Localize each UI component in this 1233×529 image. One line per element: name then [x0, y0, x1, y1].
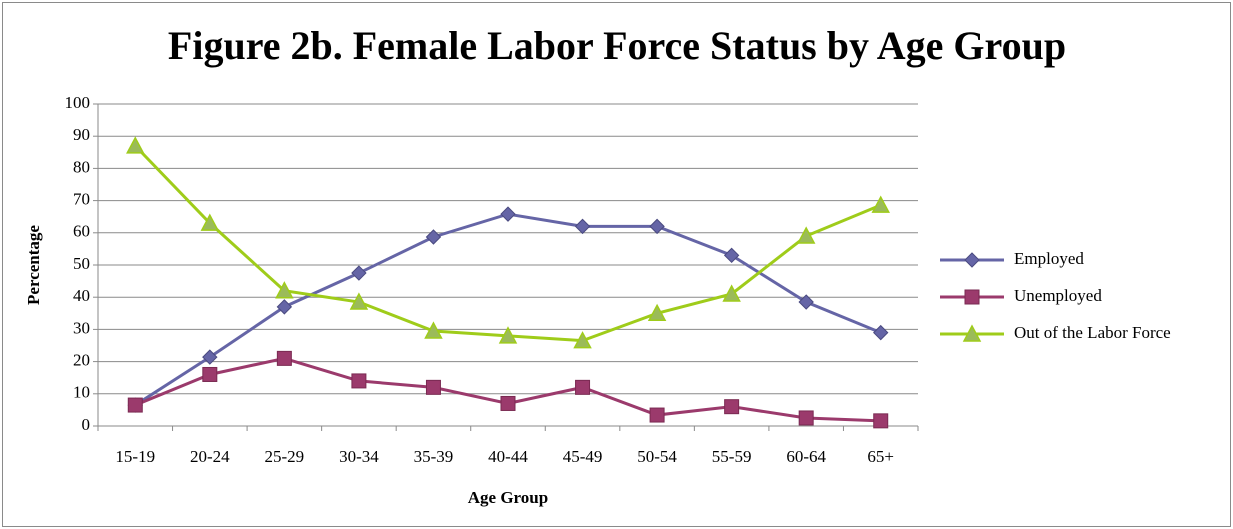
x-tick-label: 35-39	[414, 447, 454, 466]
y-tick-label: 80	[73, 157, 90, 176]
legend-marker	[962, 324, 982, 342]
x-tick-label: 30-34	[339, 447, 379, 466]
legend-label: Unemployed	[1014, 286, 1102, 305]
x-tick-label: 40-44	[488, 447, 528, 466]
legend-marker	[964, 252, 980, 268]
y-tick-label: 40	[73, 286, 90, 305]
marker	[500, 395, 516, 411]
marker	[126, 136, 145, 154]
marker	[647, 303, 667, 322]
marker	[200, 213, 220, 231]
x-tick-label: 20-24	[190, 447, 230, 466]
marker	[425, 229, 442, 245]
x-tick-label: 65+	[867, 447, 894, 466]
marker	[575, 379, 591, 395]
x-tick-label: 55-59	[712, 447, 752, 466]
marker	[500, 206, 516, 222]
marker	[425, 379, 441, 395]
y-tick-label: 70	[73, 190, 90, 209]
marker	[722, 284, 741, 302]
y-tick-label: 100	[65, 93, 91, 112]
x-tick-label: 15-19	[115, 447, 155, 466]
marker	[871, 195, 890, 213]
marker	[649, 218, 665, 235]
marker	[349, 292, 369, 310]
y-tick-label: 30	[73, 318, 90, 337]
marker	[873, 324, 889, 341]
marker	[127, 397, 143, 413]
marker	[424, 321, 443, 339]
marker	[798, 410, 814, 426]
marker	[276, 299, 293, 315]
y-tick-label: 10	[73, 383, 90, 402]
marker	[873, 413, 889, 429]
legend-marker	[964, 289, 980, 305]
marker	[649, 407, 665, 423]
legend-label: Out of the Labor Force	[1014, 323, 1171, 342]
marker	[202, 349, 218, 365]
y-tick-label: 90	[73, 125, 90, 144]
x-tick-label: 25-29	[265, 447, 305, 466]
x-axis-label: Age Group	[468, 488, 548, 507]
x-tick-label: 60-64	[786, 447, 826, 466]
y-tick-label: 60	[73, 222, 90, 241]
marker	[202, 366, 218, 382]
x-tick-label: 45-49	[563, 447, 603, 466]
y-tick-label: 50	[73, 254, 90, 273]
marker	[276, 350, 292, 366]
y-tick-label: 0	[82, 415, 91, 434]
x-tick-label: 50-54	[637, 447, 677, 466]
marker	[351, 265, 367, 281]
marker	[351, 373, 367, 389]
marker	[724, 399, 740, 415]
y-axis-label: Percentage	[24, 225, 43, 305]
chart-title: Figure 2b. Female Labor Force Status by …	[168, 23, 1066, 68]
marker	[574, 218, 591, 235]
legend-label: Employed	[1014, 249, 1084, 268]
marker	[498, 326, 518, 344]
marker	[798, 294, 814, 310]
y-tick-label: 20	[73, 351, 90, 370]
marker	[573, 331, 592, 349]
marker	[723, 247, 740, 264]
marker	[275, 281, 294, 299]
marker	[796, 226, 816, 244]
